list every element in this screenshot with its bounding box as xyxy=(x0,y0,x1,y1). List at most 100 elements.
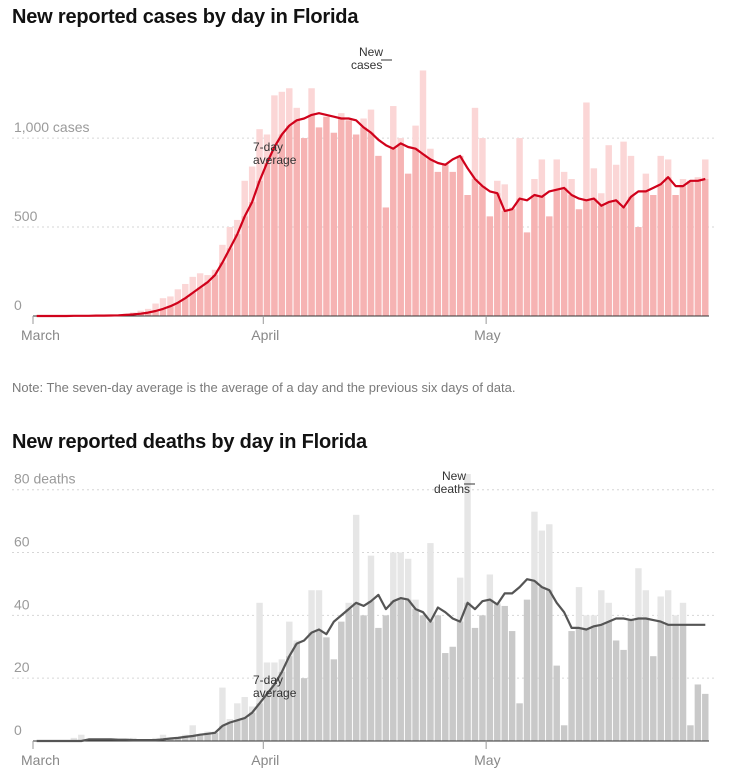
deaths-chart: 0 20 40 60 80 deaths March April May 7-dayaverag… xyxy=(12,469,716,768)
bar-average-fill xyxy=(605,202,612,316)
bar-average-fill xyxy=(234,720,241,741)
bar xyxy=(523,599,531,741)
bar-average-fill xyxy=(672,624,679,741)
bar-average-fill xyxy=(471,178,479,316)
bar-average-fill xyxy=(278,134,286,316)
bar xyxy=(471,627,479,741)
average-line xyxy=(36,112,706,318)
x-tick-label: April xyxy=(251,327,279,343)
bar-average-fill xyxy=(531,580,538,741)
bar-average-fill xyxy=(679,186,687,316)
bar-average-fill xyxy=(598,205,605,316)
bar-average-fill xyxy=(367,132,375,316)
bar xyxy=(300,138,308,316)
bar-average-fill xyxy=(605,621,612,741)
y-tick-label: 0 xyxy=(14,297,22,313)
bar-average-fill xyxy=(397,143,404,316)
bar-average-fill xyxy=(167,738,174,741)
x-tick-label: March xyxy=(21,752,60,768)
bar-average-fill xyxy=(397,598,404,741)
bar xyxy=(159,734,167,741)
bar xyxy=(568,631,575,741)
bar-average-fill xyxy=(553,189,560,316)
bar xyxy=(687,725,694,741)
bar xyxy=(189,725,196,741)
bar-average-fill xyxy=(286,656,293,741)
y-tick-label: 40 xyxy=(14,596,30,612)
bar xyxy=(434,615,442,741)
bar xyxy=(330,659,338,741)
bar-average-fill xyxy=(456,621,464,741)
bar-average-fill xyxy=(516,198,523,316)
bar-average-fill xyxy=(219,262,226,316)
bar xyxy=(523,232,531,316)
bar-average-fill xyxy=(538,196,546,316)
bar xyxy=(219,687,226,741)
bar-average-fill xyxy=(419,154,427,316)
bar xyxy=(330,132,338,316)
bar-average-fill xyxy=(256,180,263,316)
y-tick-label: 80 deaths xyxy=(14,471,76,487)
bar-average-fill xyxy=(189,735,196,741)
bar xyxy=(546,216,553,316)
bar-average-fill xyxy=(538,587,546,741)
bar xyxy=(456,155,464,316)
bar-average-fill xyxy=(642,191,650,316)
bar xyxy=(620,649,627,741)
bar-average-fill xyxy=(189,292,196,316)
bar xyxy=(449,171,456,316)
bar xyxy=(516,703,523,741)
bar-average-fill xyxy=(583,200,590,316)
bar-average-fill xyxy=(248,202,256,316)
bar-average-fill xyxy=(583,629,590,741)
bar xyxy=(315,127,323,317)
bar-average-fill xyxy=(664,177,672,316)
bar-average-fill xyxy=(620,207,627,316)
bar-average-fill xyxy=(293,643,300,741)
bar xyxy=(375,155,382,316)
bar-average-fill xyxy=(627,620,635,741)
bar-average-fill xyxy=(657,621,664,741)
bar-average-fill xyxy=(204,733,211,741)
y-tick-label: 500 xyxy=(14,208,38,224)
bar-average-fill xyxy=(427,159,434,316)
bar-average-fill xyxy=(241,718,248,741)
bar xyxy=(672,195,679,316)
bar-average-fill xyxy=(598,624,605,741)
bar-average-fill xyxy=(590,626,598,741)
bar-average-fill xyxy=(367,601,375,741)
y-tick-label: 60 xyxy=(14,534,30,550)
bar-average-fill xyxy=(679,624,687,741)
bar-average-fill xyxy=(263,693,271,741)
bar-average-fill xyxy=(263,162,271,316)
bar-average-fill xyxy=(167,306,174,316)
bar-average-fill xyxy=(152,311,159,316)
bar-average-fill xyxy=(612,200,620,316)
bar-average-fill xyxy=(271,146,278,316)
bar-average-fill xyxy=(338,118,345,316)
bar xyxy=(650,195,657,316)
bar-average-fill xyxy=(575,627,583,741)
bar xyxy=(486,216,494,316)
cases-chart: 0 500 1,000 cases March April May 7-dayaverage… xyxy=(12,45,716,343)
average-annotation-line1: 7-day xyxy=(253,673,283,687)
average-annotation-line2: average xyxy=(253,686,297,700)
bars-annotation-line1: New xyxy=(442,469,466,483)
x-tick-label: May xyxy=(474,752,500,768)
bar-average-fill xyxy=(226,722,234,741)
bar-average-fill xyxy=(501,211,508,316)
bar-average-fill xyxy=(590,198,598,316)
bar-average-fill xyxy=(390,601,397,741)
bar xyxy=(687,180,694,316)
bar xyxy=(612,640,620,741)
bar-average-fill xyxy=(494,193,501,316)
bar xyxy=(300,678,308,741)
bar-average-fill xyxy=(211,275,219,316)
bar-average-fill xyxy=(174,302,182,316)
bar xyxy=(338,621,345,741)
bar-average-fill xyxy=(360,127,367,317)
bar xyxy=(404,173,412,316)
bar xyxy=(479,615,486,741)
bar xyxy=(375,627,382,741)
bar-average-fill xyxy=(442,164,449,316)
